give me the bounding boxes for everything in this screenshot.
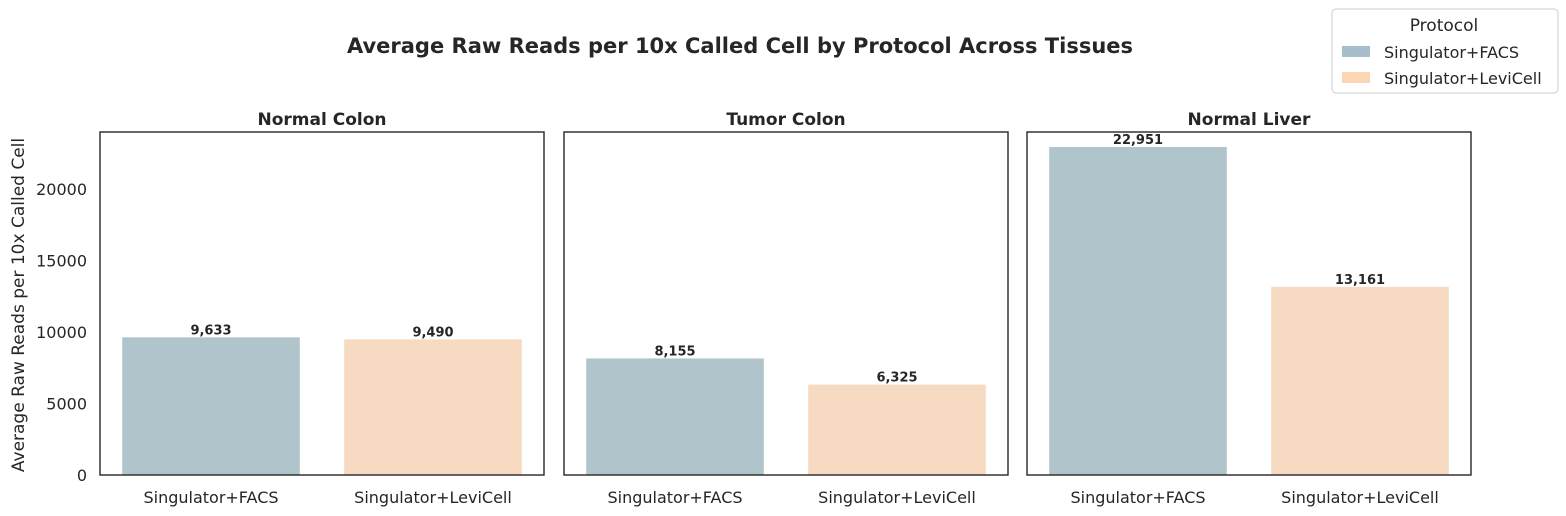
y-tick-label: 0 xyxy=(77,466,87,485)
y-tick-label: 5000 xyxy=(46,395,87,414)
legend-swatch xyxy=(1342,46,1370,57)
panel-title: Tumor Colon xyxy=(726,110,845,130)
x-tick-label: Singulator+LeviCell xyxy=(818,488,976,507)
chart-title: Average Raw Reads per 10x Called Cell by… xyxy=(347,34,1133,58)
data-label: 9,633 xyxy=(190,323,231,338)
panel-frame xyxy=(99,131,545,476)
y-tick-label: 20000 xyxy=(36,180,87,199)
x-tick-label: Singulator+FACS xyxy=(143,488,278,507)
x-tick-label: Singulator+LeviCell xyxy=(354,488,512,507)
legend-entry: Singulator+FACS xyxy=(1384,43,1519,62)
y-axis-label: Average Raw Reads per 10x Called Cell xyxy=(9,138,29,472)
panel-normal-colon: 9,633 9,490 Normal Colon Singulator+FACS Sin… xyxy=(99,110,545,507)
y-tick-label: 10000 xyxy=(36,323,87,342)
panel-tumor-colon: 8,155 6,325 Tumor Colon Singulator+FACS Sing… xyxy=(563,110,1009,507)
bar-singulator-facs xyxy=(586,358,764,475)
x-tick-label: Singulator+LeviCell xyxy=(1281,488,1439,507)
panel-title: Normal Liver xyxy=(1188,110,1311,130)
bar-singulator-facs xyxy=(122,337,300,475)
bar-singulator-levicell xyxy=(344,339,522,475)
data-label: 8,155 xyxy=(654,344,695,359)
data-label: 22,951 xyxy=(1113,133,1163,148)
legend-swatch xyxy=(1342,72,1370,83)
x-tick-label: Singulator+FACS xyxy=(1070,488,1205,507)
data-label: 13,161 xyxy=(1335,273,1385,288)
legend-frame xyxy=(1331,8,1559,94)
panel-normal-liver: 22,951 13,161 Normal Liver Singulator+FACS S… xyxy=(1026,110,1472,507)
data-label: 6,325 xyxy=(876,371,917,386)
bar-singulator-levicell xyxy=(808,384,986,475)
panels-group: 0 5000 10000 15000 20000 9,633 9,490 Normal Col… xyxy=(36,110,1472,507)
y-tick-label: 15000 xyxy=(36,252,87,271)
legend-entry: Singulator+LeviCell xyxy=(1384,69,1542,88)
bar-singulator-levicell xyxy=(1271,286,1449,475)
panel-title: Normal Colon xyxy=(258,110,387,130)
legend: Protocol Singulator+FACS Singulator+LeviC… xyxy=(1331,8,1559,94)
data-label: 9,490 xyxy=(412,325,453,340)
panel-frame xyxy=(1026,131,1472,476)
legend-title: Protocol xyxy=(1410,16,1479,36)
panel-frame xyxy=(563,131,1009,476)
x-tick-label: Singulator+FACS xyxy=(607,488,742,507)
bar-singulator-facs xyxy=(1049,146,1227,476)
